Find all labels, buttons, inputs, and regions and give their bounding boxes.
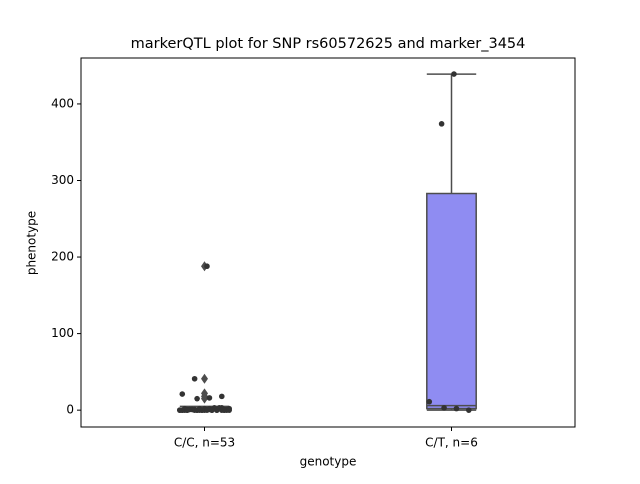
point (441, 405, 447, 411)
flier (201, 393, 208, 404)
point (218, 393, 225, 400)
x-tick-label: C/C, n=53 (174, 436, 235, 450)
point (426, 398, 433, 405)
point (191, 375, 198, 382)
point (179, 391, 186, 397)
y-axis-label: phenotype (25, 211, 39, 275)
x-axis-label: genotype (300, 455, 357, 469)
point (206, 395, 213, 401)
point (465, 407, 472, 413)
plot-frame (80, 57, 576, 428)
point (438, 121, 445, 127)
point (453, 405, 460, 412)
y-tick-label: 400 (51, 96, 74, 110)
point (209, 407, 215, 413)
x-tick-label: C/T, n=6 (425, 436, 478, 450)
point (194, 395, 200, 402)
point (196, 406, 203, 413)
y-tick-label: 300 (51, 173, 74, 187)
point (226, 407, 232, 413)
y-tick-label: 200 (51, 250, 74, 264)
flier (201, 373, 208, 384)
y-tick-label: 0 (66, 403, 74, 417)
point (221, 407, 228, 413)
y-tick-label: 100 (51, 326, 74, 340)
chart-title: markerQTL plot for SNP rs60572625 and ma… (131, 36, 526, 52)
point (451, 71, 457, 77)
point (204, 263, 210, 270)
box (426, 192, 477, 410)
point (184, 407, 191, 413)
